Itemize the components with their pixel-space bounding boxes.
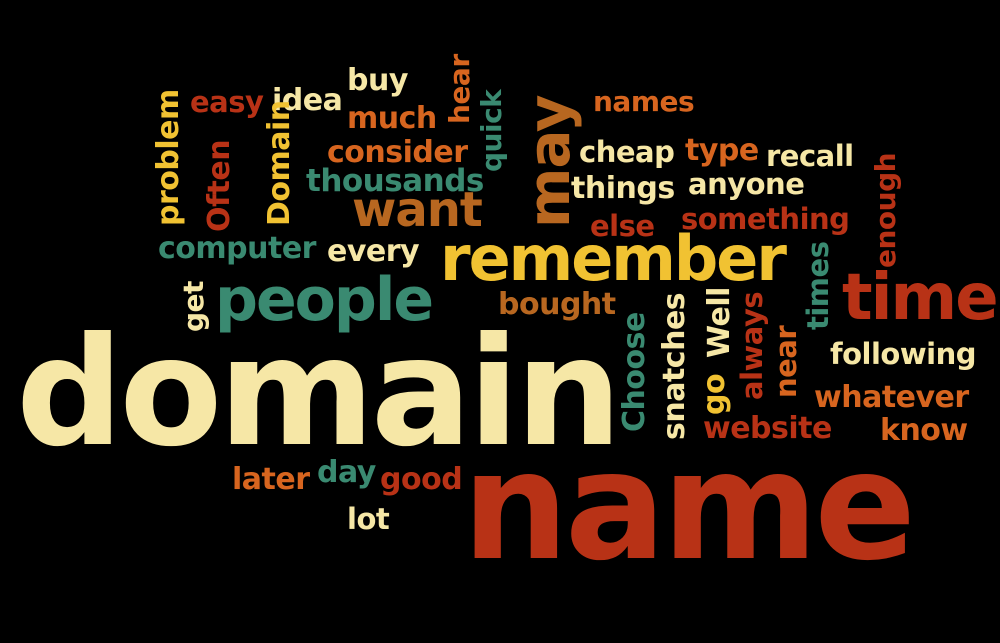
word-quick: quick — [475, 89, 508, 172]
word-whatever: whatever — [814, 380, 969, 415]
word-following: following — [830, 337, 976, 371]
word-snatches: snatches — [657, 292, 692, 440]
word-consider: consider — [327, 135, 468, 170]
word-lot: lot — [347, 502, 390, 536]
word-good: good — [380, 462, 463, 497]
word-thousands: thousands — [306, 163, 484, 199]
word-computer: computer — [158, 231, 316, 266]
word-near: near — [769, 325, 803, 398]
word-go: go — [697, 373, 732, 415]
word-else: else — [590, 209, 655, 243]
word-people: people — [215, 265, 434, 335]
word-often: Often — [202, 139, 237, 232]
word-name: name — [462, 420, 916, 594]
word-want: want — [352, 182, 483, 238]
word-recall: recall — [766, 139, 854, 173]
word-get: get — [177, 281, 210, 332]
word-enough: enough — [869, 152, 902, 268]
word-always: always — [735, 291, 769, 400]
word-much: much — [347, 101, 437, 136]
word-something: something — [681, 202, 850, 236]
word-things: things — [571, 171, 675, 206]
word-time: time — [842, 261, 999, 335]
word-times: times — [801, 241, 835, 330]
word-know: know — [880, 413, 968, 448]
word-bought: bought — [498, 287, 616, 322]
word-idea: idea — [272, 83, 343, 118]
word-every: every — [327, 234, 420, 269]
word-buy: buy — [347, 63, 408, 98]
word-choose: Choose — [617, 312, 652, 432]
word-anyone: anyone — [688, 167, 805, 201]
word-domain-capitalized: Domain — [262, 100, 297, 226]
word-names: names — [593, 85, 695, 118]
word-website: website — [703, 411, 832, 446]
word-cheap: cheap — [579, 135, 675, 169]
word-domain: domain — [16, 306, 622, 480]
word-well: Well — [702, 287, 737, 358]
word-problem: problem — [151, 89, 186, 226]
word-may: may — [515, 95, 583, 228]
word-day: day — [317, 455, 376, 490]
word-easy: easy — [190, 85, 264, 119]
word-remember: remember — [440, 222, 787, 295]
word-type: type — [685, 133, 759, 168]
word-later: later — [232, 462, 310, 497]
word-hear: hear — [443, 54, 476, 124]
